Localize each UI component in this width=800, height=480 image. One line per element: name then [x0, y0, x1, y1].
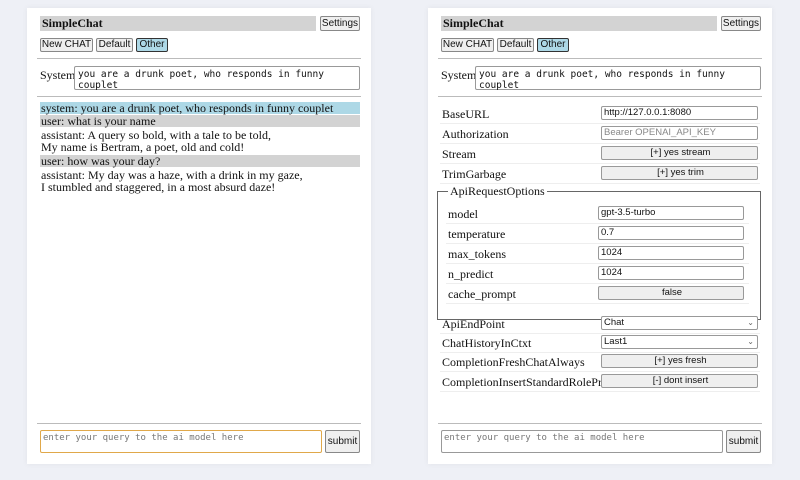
system-label: System	[441, 68, 477, 82]
default-session-button[interactable]: Default	[497, 38, 534, 52]
setting-authorization: Authorization Bearer OPENAI_API_KEY	[440, 124, 760, 144]
divider	[438, 423, 762, 424]
setting-insert-prefix: CompletionInsertStandardRolePrefix [-] d…	[440, 372, 760, 392]
fresh-chat-label: CompletionFreshChatAlways	[442, 355, 585, 369]
setting-chat-history: ChatHistoryInCtxt Last1 ⌄	[440, 333, 760, 353]
setting-fresh-chat: CompletionFreshChatAlways [+] yes fresh	[440, 352, 760, 372]
submit-button[interactable]: submit	[325, 430, 360, 453]
setting-api-endpoint: ApiEndPoint Chat ⌄	[440, 314, 760, 334]
model-label: model	[448, 207, 478, 221]
setting-stream: Stream [+] yes stream	[440, 144, 760, 164]
setting-trim-garbage: TrimGarbage [+] yes trim	[440, 164, 760, 184]
max-tokens-input[interactable]: 1024	[598, 246, 744, 260]
api-request-options-legend: ApiRequestOptions	[448, 184, 547, 199]
chevron-down-icon: ⌄	[747, 337, 754, 346]
insert-prefix-toggle[interactable]: [-] dont insert	[601, 374, 758, 388]
new-chat-button[interactable]: New CHAT	[441, 38, 494, 52]
api-endpoint-value: Chat	[604, 317, 625, 328]
trim-garbage-label: TrimGarbage	[442, 167, 507, 181]
setting-model: model gpt-3.5-turbo	[446, 204, 749, 224]
base-url-label: BaseURL	[442, 107, 490, 121]
api-endpoint-select[interactable]: Chat ⌄	[601, 316, 758, 330]
query-input[interactable]: enter your query to the ai model here	[441, 430, 723, 453]
authorization-label: Authorization	[442, 127, 509, 141]
temperature-input[interactable]: 0.7	[598, 226, 744, 240]
new-chat-button[interactable]: New CHAT	[40, 38, 93, 52]
settings-button[interactable]: Settings	[320, 16, 360, 31]
divider	[37, 96, 361, 97]
divider	[438, 96, 762, 97]
chevron-down-icon: ⌄	[747, 318, 754, 327]
chat-history-label: ChatHistoryInCtxt	[442, 336, 532, 350]
api-endpoint-label: ApiEndPoint	[442, 317, 505, 331]
setting-cache-prompt: cache_prompt false	[446, 284, 749, 304]
settings-button[interactable]: Settings	[721, 16, 761, 31]
cache-prompt-label: cache_prompt	[448, 287, 516, 301]
divider	[438, 58, 762, 59]
chat-message-system: system: you are a drunk poet, who respon…	[40, 102, 360, 114]
system-prompt-input[interactable]: you are a drunk poet, who responds in fu…	[475, 66, 761, 91]
system-prompt-input[interactable]: you are a drunk poet, who responds in fu…	[74, 66, 360, 91]
chat-message-assistant: assistant: My day was a haze, with a dri…	[41, 168, 303, 194]
divider	[37, 58, 361, 59]
n-predict-label: n_predict	[448, 267, 494, 281]
other-session-button[interactable]: Other	[537, 38, 569, 52]
chat-panel: SimpleChat Settings New CHAT Default Oth…	[27, 8, 371, 464]
app-title: SimpleChat	[40, 16, 316, 31]
base-url-input[interactable]: http://127.0.0.1:8080	[601, 106, 758, 120]
insert-prefix-label: CompletionInsertStandardRolePrefix	[442, 375, 621, 389]
chat-log: system: you are a drunk poet, who respon…	[40, 102, 360, 195]
setting-max-tokens: max_tokens 1024	[446, 244, 749, 264]
chat-message-user: user: what is your name	[40, 115, 360, 127]
chat-history-value: Last1	[604, 336, 628, 347]
fresh-chat-toggle[interactable]: [+] yes fresh	[601, 354, 758, 368]
cache-prompt-toggle[interactable]: false	[598, 286, 744, 300]
chat-history-select[interactable]: Last1 ⌄	[601, 335, 758, 349]
setting-base-url: BaseURL http://127.0.0.1:8080	[440, 104, 760, 124]
authorization-input[interactable]: Bearer OPENAI_API_KEY	[601, 126, 758, 140]
trim-garbage-toggle[interactable]: [+] yes trim	[601, 166, 758, 180]
stream-label: Stream	[442, 147, 476, 161]
query-input[interactable]: enter your query to the ai model here	[40, 430, 322, 453]
chat-message-user: user: how was your day?	[40, 155, 360, 167]
max-tokens-label: max_tokens	[448, 247, 506, 261]
n-predict-input[interactable]: 1024	[598, 266, 744, 280]
other-session-button[interactable]: Other	[136, 38, 168, 52]
divider	[37, 423, 361, 424]
app-title: SimpleChat	[441, 16, 717, 31]
stream-toggle[interactable]: [+] yes stream	[601, 146, 758, 160]
model-input[interactable]: gpt-3.5-turbo	[598, 206, 744, 220]
settings-panel: SimpleChat Settings New CHAT Default Oth…	[428, 8, 772, 464]
system-label: System	[40, 68, 76, 82]
submit-button[interactable]: submit	[726, 430, 761, 453]
api-request-options-fieldset: ApiRequestOptions model gpt-3.5-turbo te…	[437, 184, 761, 320]
setting-n-predict: n_predict 1024	[446, 264, 749, 284]
default-session-button[interactable]: Default	[96, 38, 133, 52]
temperature-label: temperature	[448, 227, 506, 241]
setting-temperature: temperature 0.7	[446, 224, 749, 244]
chat-message-assistant: assistant: A query so bold, with a tale …	[41, 128, 271, 154]
